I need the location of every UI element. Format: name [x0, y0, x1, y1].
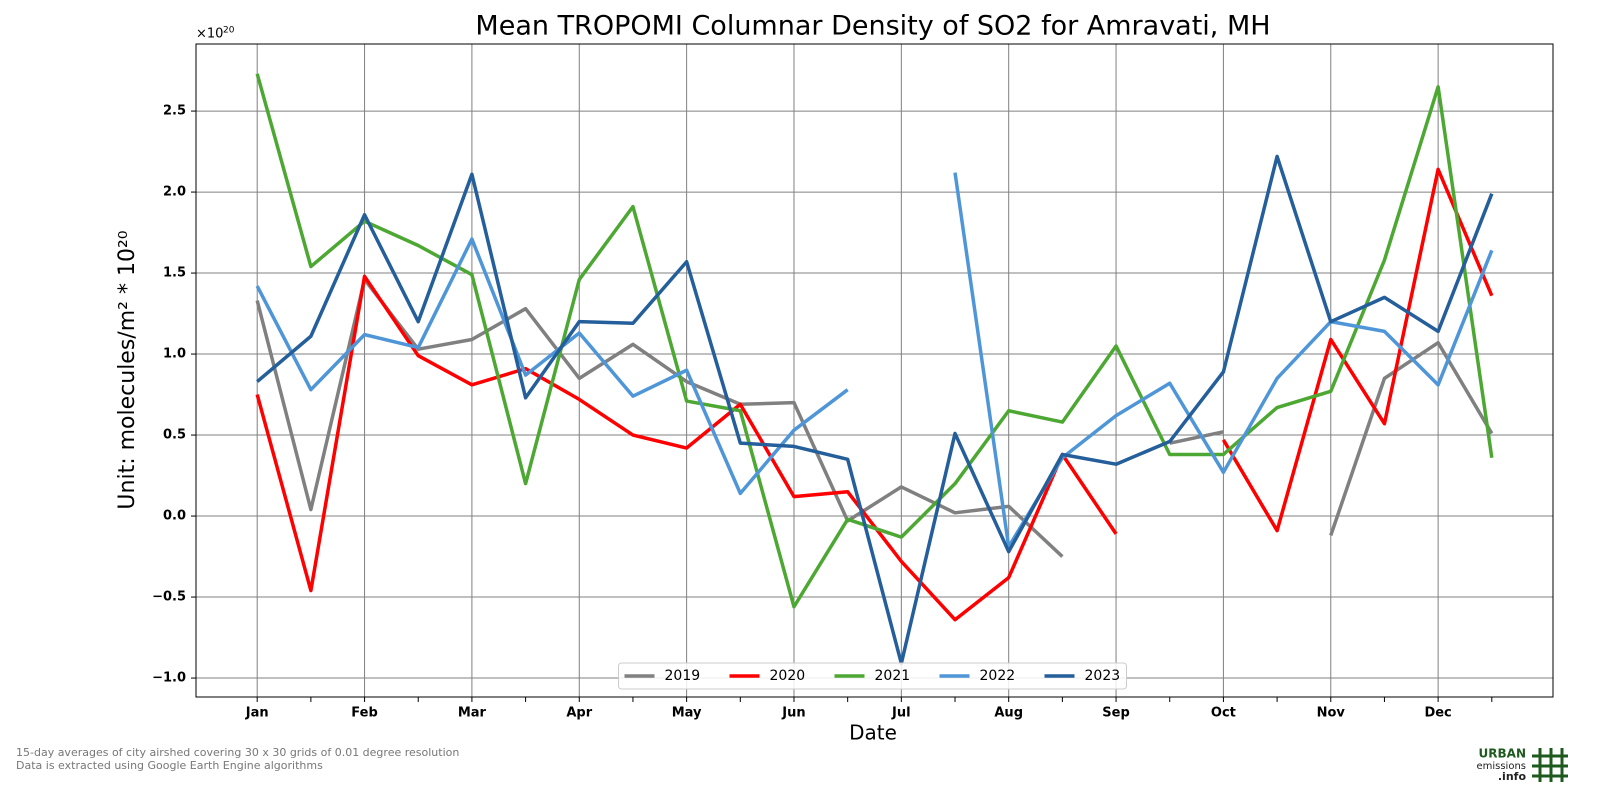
legend-label: 2020	[770, 668, 806, 684]
x-tick-label: Jan	[245, 706, 269, 721]
y-multiplier: ×10	[196, 27, 223, 42]
legend-label: 2019	[665, 668, 701, 684]
footer-note: 15-day averages of city airshed covering…	[16, 746, 459, 759]
legend-label: 2023	[1085, 668, 1121, 684]
y-tick-label: 2.5	[163, 104, 186, 119]
legend-box	[618, 662, 1127, 690]
x-tick-label: Nov	[1317, 706, 1346, 721]
y-tick-label: 0.5	[163, 428, 186, 443]
logo-text: .info	[1498, 770, 1527, 783]
series-line	[255, 274, 1118, 622]
y-tick-label: 1.5	[163, 266, 186, 281]
x-tick-label: Dec	[1424, 706, 1451, 721]
y-multiplier-exponent: 20	[223, 26, 235, 36]
y-tick-label: −1.0	[152, 671, 186, 686]
series-line	[255, 277, 1064, 558]
y-tick-label: 2.0	[163, 185, 186, 200]
series-line	[256, 154, 1494, 666]
series-line	[1169, 430, 1224, 445]
x-axis-label: Date	[849, 721, 897, 745]
x-tick-label: Aug	[994, 706, 1023, 721]
x-tick-label: Apr	[566, 706, 592, 721]
x-tick-label: Oct	[1211, 706, 1236, 721]
x-tick-label: Mar	[458, 706, 487, 721]
x-tick-label: May	[672, 706, 702, 721]
y-tick-label: 1.0	[163, 347, 186, 362]
legend-label: 2022	[980, 668, 1016, 684]
series-line	[1329, 340, 1494, 537]
series-line	[255, 237, 849, 496]
logo-text: emissions	[1476, 761, 1526, 772]
y-axis-label: Unit: molecules/m² * 10²⁰	[115, 230, 140, 509]
y-tick-label: 0.0	[163, 509, 186, 524]
series-line	[1221, 167, 1494, 533]
x-tick-label: Sep	[1102, 706, 1130, 721]
logo-text: URBAN	[1479, 747, 1526, 761]
chart-title: Mean TROPOMI Columnar Density of SO2 for…	[475, 11, 1270, 42]
footer-note: Data is extracted using Google Earth Eng…	[16, 759, 323, 772]
plot-frame	[195, 43, 1554, 698]
series-line	[255, 73, 1494, 609]
x-tick-label: Feb	[351, 706, 377, 721]
logo-icon	[1532, 748, 1568, 782]
legend-label: 2021	[875, 668, 911, 684]
y-tick-label: −0.5	[152, 590, 186, 605]
x-tick-label: Jul	[891, 706, 911, 721]
x-tick-label: Jun	[781, 706, 805, 721]
